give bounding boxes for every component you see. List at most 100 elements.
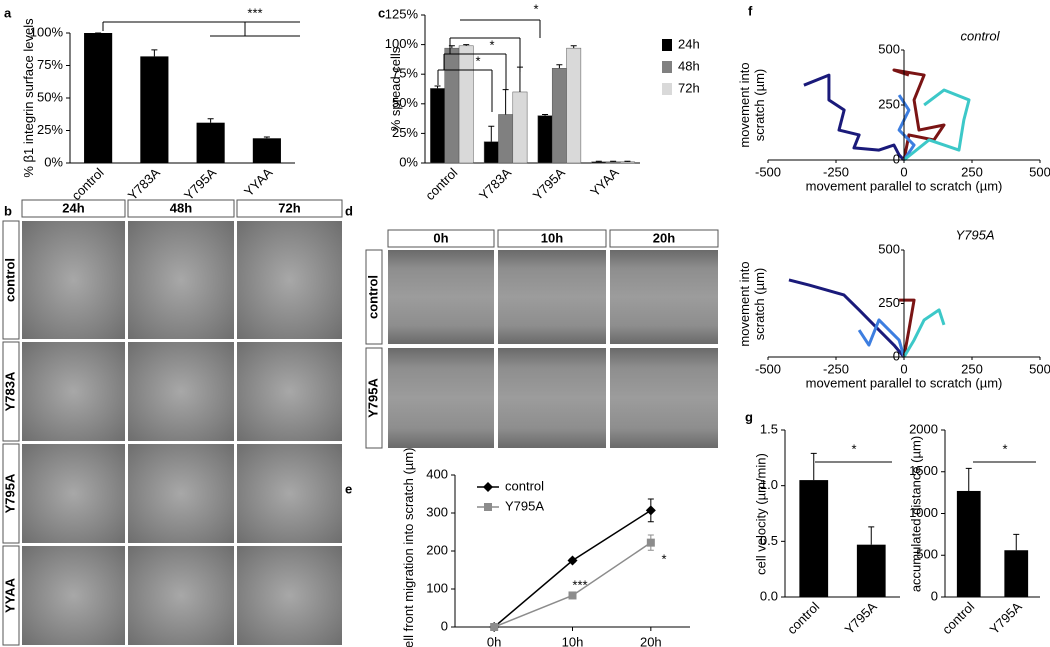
x-tick-label: 250 <box>961 164 983 179</box>
significance-label: * <box>533 1 538 16</box>
y-axis-label: movement into scratch (µm) <box>737 260 767 347</box>
y-tick-label: 1500 <box>909 463 938 478</box>
micrograph <box>498 348 606 448</box>
x-tick-label: control <box>939 599 977 637</box>
column-header-box <box>609 229 719 248</box>
y-tick-label: 2000 <box>909 421 938 436</box>
micrograph <box>22 221 125 339</box>
row-header-box <box>2 341 20 442</box>
panel-letter: f <box>748 3 753 18</box>
legend-swatch <box>662 61 672 73</box>
legend-swatch <box>662 83 672 95</box>
legend-marker <box>483 482 493 492</box>
error-bar <box>151 49 158 57</box>
y-tick-label: 500 <box>878 241 900 256</box>
row-header-box <box>2 443 20 544</box>
micrograph <box>388 250 494 344</box>
y-tick-label: 50% <box>37 89 63 104</box>
y-tick-label: 1.5 <box>760 421 778 436</box>
panel-letter: g <box>745 409 753 424</box>
trajectory <box>857 318 906 358</box>
error-bar <box>207 118 214 123</box>
x-tick-label: 10h <box>562 634 584 647</box>
column-header: 72h <box>278 200 300 215</box>
bar <box>537 115 553 164</box>
micrograph <box>22 444 125 543</box>
y-tick-label: 25% <box>392 125 418 140</box>
y-tick-label: 1.0 <box>760 477 778 492</box>
x-tick-label: 500 <box>1029 361 1050 376</box>
y-tick-label: 400 <box>426 466 448 481</box>
micrograph <box>128 444 234 543</box>
bar <box>605 161 621 164</box>
bar <box>430 88 445 164</box>
legend-label: 24h <box>678 36 700 51</box>
column-header-box <box>497 229 607 248</box>
point <box>568 591 577 600</box>
error-bar <box>488 125 495 142</box>
row-header: control <box>2 258 17 302</box>
column-header: 0h <box>433 230 448 245</box>
y-axis-label: accumulated distance (µm) <box>907 435 923 592</box>
error-bar <box>434 85 441 89</box>
bar <box>566 47 582 164</box>
y-tick-label: 300 <box>426 504 448 519</box>
trajectory <box>788 278 906 358</box>
y-tick-label: 125% <box>385 6 419 21</box>
bar <box>483 141 499 164</box>
x-tick-label: Y795A <box>987 599 1025 637</box>
row-header-box <box>2 545 20 646</box>
trajectory <box>902 308 946 358</box>
micrograph <box>128 342 234 441</box>
y-tick-label: 75% <box>37 57 63 72</box>
row-header: Y795A <box>365 378 380 418</box>
error-bar <box>542 113 549 116</box>
column-header: 10h <box>541 230 563 245</box>
x-tick-label: control <box>784 599 822 637</box>
error-bar <box>1013 533 1020 551</box>
row-header: YYAA <box>2 577 17 613</box>
bar <box>591 161 607 164</box>
point <box>645 505 656 516</box>
error-bar <box>502 89 509 115</box>
bar <box>140 56 169 163</box>
error-bar <box>556 64 563 69</box>
legend-label: Y795A <box>505 498 544 513</box>
error-bar <box>624 160 631 162</box>
x-tick-label: 20h <box>640 634 662 647</box>
bar <box>512 91 528 164</box>
panel-letter: c <box>378 5 385 20</box>
bar <box>458 45 474 164</box>
micrograph <box>237 444 342 543</box>
x-axis-label: movement parallel to scratch (µm) <box>806 375 1003 390</box>
y-tick-label: 100% <box>30 24 64 39</box>
panel-letter: e <box>345 481 352 496</box>
y-tick-label: 100% <box>385 36 419 51</box>
panel-letter: a <box>4 5 12 20</box>
error-bar <box>263 136 270 139</box>
x-axis-label: movement parallel to scratch (µm) <box>806 178 1003 193</box>
y-tick-label: 500 <box>916 547 938 562</box>
error-bar <box>610 160 617 162</box>
error-bar <box>595 160 602 162</box>
row-header: Y783A <box>2 371 17 411</box>
significance-label: * <box>851 441 856 456</box>
bar <box>252 138 281 163</box>
significance-label: * <box>1002 441 1007 456</box>
y-tick-label: 0 <box>441 618 448 633</box>
y-tick-label: 500 <box>878 41 900 56</box>
significance-label: * <box>489 37 494 52</box>
column-header-box <box>236 199 343 218</box>
row-header: Y795A <box>2 473 17 513</box>
panel-letter: b <box>4 203 12 218</box>
y-tick-label: 200 <box>426 542 448 557</box>
y-tick-label: 0% <box>399 154 418 169</box>
bar <box>799 480 829 597</box>
micrograph <box>128 221 234 339</box>
micrograph <box>237 221 342 339</box>
x-tick-label: control <box>422 165 460 203</box>
legend-swatch <box>662 39 672 51</box>
x-tick-label: YYAA <box>587 165 622 200</box>
